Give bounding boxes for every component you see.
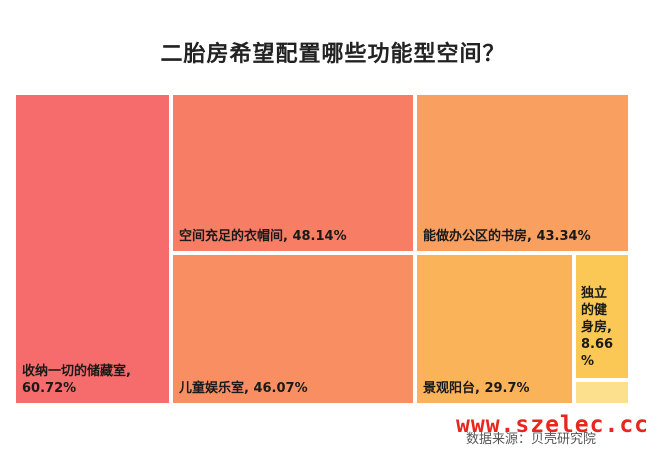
tile-label: 能做办公区的书房, 43.34% — [423, 229, 591, 244]
tile-balcony: 景观阳台, 29.7% — [415, 253, 574, 405]
tile-label: 儿童娱乐室, 46.07% — [179, 381, 308, 396]
tile-label: 景观阳台, 29.7% — [423, 381, 530, 396]
tile-study: 能做办公区的书房, 43.34% — [415, 93, 630, 253]
tile-gym: 独立 的健 身房, 8.66 % — [574, 253, 630, 380]
tile-other — [574, 380, 630, 405]
tile-label: 独立 的健 身房, 8.66 % — [581, 286, 614, 369]
tile-walk-in-closet: 空间充足的衣帽间, 48.14% — [171, 93, 415, 253]
source-note: 数据来源：贝壳研究院 — [466, 432, 597, 447]
watermark: www.szelec.cc — [456, 412, 650, 438]
chart-title: 二胎房希望配置哪些功能型空间？ — [160, 42, 506, 67]
tile-storage-room: 收纳一切的储藏室, 60.72% — [14, 93, 171, 405]
tile-label: 空间充足的衣帽间, 48.14% — [179, 229, 347, 244]
tile-label: 收纳一切的储藏室, 60.72% — [22, 364, 131, 396]
tile-kids-playroom: 儿童娱乐室, 46.07% — [171, 253, 415, 405]
